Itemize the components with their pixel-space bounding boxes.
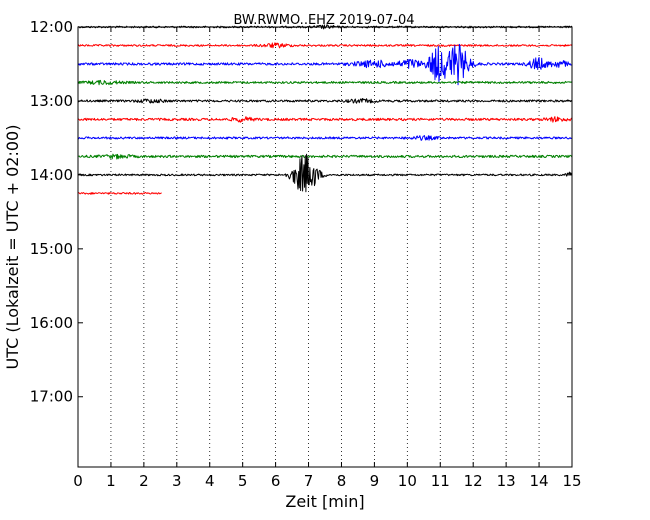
y-tick-label: 14:00 <box>30 166 73 184</box>
trace-line-5 <box>77 97 573 104</box>
x-tick-label: 3 <box>172 472 182 490</box>
trace-group <box>77 24 573 195</box>
x-tick-label: 5 <box>238 472 248 490</box>
y-tick-label: 12:00 <box>30 18 73 36</box>
trace-line-8 <box>77 153 573 160</box>
x-tick-label: 8 <box>337 472 347 490</box>
x-tick-label: 11 <box>431 472 450 490</box>
plot-frame <box>77 26 573 468</box>
trace-line-10 <box>77 192 162 195</box>
chart-title: BW.RWMO..EHZ 2019-07-04 <box>233 13 414 28</box>
y-tick-label: 13:00 <box>30 92 73 110</box>
y-axis: 12:00 13:00 14:00 15:00 16:00 17:00 <box>30 18 572 406</box>
x-tick-label: 2 <box>139 472 149 490</box>
x-tick-label: 0 <box>73 472 83 490</box>
x-tick-label: 10 <box>398 472 417 490</box>
trace-line-4 <box>77 79 573 86</box>
trace-line-3 <box>77 43 573 86</box>
x-tick-label: 4 <box>205 472 215 490</box>
x-tick-label: 6 <box>271 472 281 490</box>
y-tick-label: 16:00 <box>30 314 73 332</box>
trace-line-2 <box>77 42 573 49</box>
x-tick-label: 9 <box>370 472 380 490</box>
trace-line-6 <box>77 116 573 123</box>
x-tick-label: 15 <box>562 472 581 490</box>
y-axis-label: UTC (Lokalzeit = UTC + 02:00) <box>3 125 22 370</box>
x-tick-label: 14 <box>530 472 549 490</box>
x-axis: 0 1 2 3 4 5 6 7 8 9 10 11 12 13 14 15 <box>73 27 582 490</box>
y-tick-label: 17:00 <box>30 388 73 406</box>
x-tick-label: 7 <box>304 472 314 490</box>
x-tick-label: 1 <box>106 472 116 490</box>
y-tick-label: 15:00 <box>30 240 73 258</box>
x-tick-label: 12 <box>464 472 483 490</box>
trace-line-7 <box>77 135 573 141</box>
x-axis-label: Zeit [min] <box>285 492 364 511</box>
x-tick-label: 13 <box>497 472 516 490</box>
trace-line-9 <box>77 153 573 193</box>
grid <box>110 27 540 467</box>
